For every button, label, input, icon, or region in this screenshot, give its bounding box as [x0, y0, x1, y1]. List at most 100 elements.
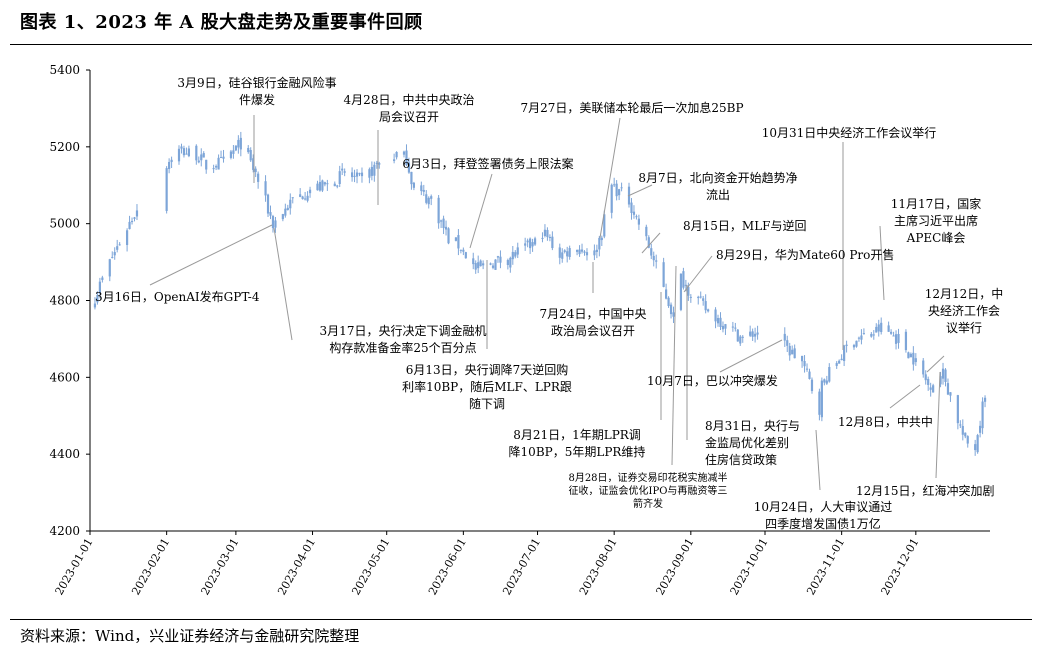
candle-body: [838, 360, 841, 364]
candle-body: [966, 436, 969, 444]
candle-body: [845, 344, 848, 346]
annotation-leader: [599, 117, 621, 239]
annotation-line: 四季度增发国债1万亿: [765, 516, 881, 531]
candle-body: [558, 247, 561, 258]
candle-body: [543, 229, 547, 236]
candle-body: [526, 240, 529, 243]
candle-body: [751, 331, 754, 337]
candle-body: [316, 183, 319, 191]
candle-body: [981, 401, 984, 429]
candle-body: [595, 249, 598, 252]
annotation-line: 12月12日，中: [925, 286, 1004, 301]
candle-body: [479, 260, 482, 267]
candle-body: [983, 397, 987, 402]
candle-body: [135, 210, 139, 217]
candle-body: [734, 327, 737, 329]
candle-body: [491, 265, 495, 268]
candle-body: [655, 260, 658, 262]
candle-body: [788, 345, 791, 356]
candle-body: [862, 333, 866, 335]
candle-body: [583, 251, 586, 253]
annotation-line: 8月15日，MLF与逆回: [683, 218, 807, 233]
candle-body: [113, 252, 116, 256]
candle-body: [422, 189, 425, 192]
candle-body: [875, 326, 878, 333]
candle-body: [719, 317, 722, 327]
candle-body: [304, 198, 307, 200]
candle-body: [704, 301, 707, 311]
x-tick-label: 2023-03-01: [199, 536, 242, 597]
candle-body: [818, 391, 821, 415]
y-tick-label: 4400: [49, 447, 80, 461]
candle-body: [222, 156, 225, 159]
annotation-2023-06-03: 6月3日，拜登签署债务上限法案: [402, 156, 573, 171]
candle-body: [197, 160, 200, 163]
candle-body: [721, 325, 725, 330]
candle-body: [229, 151, 233, 158]
chart-title: 图表 1、2023 年 A 股大盘走势及重要事件回顾: [20, 12, 423, 33]
candle-body: [548, 236, 551, 238]
annotation-line: 8月28日，证券交易印花税实施减半: [568, 471, 727, 484]
leader-lines-group: [149, 115, 945, 491]
y-tick-label: 5000: [49, 217, 80, 231]
annotation-line: 件爆发: [239, 92, 275, 107]
candle-body: [464, 252, 467, 259]
candle-body: [563, 250, 566, 252]
candle-body: [116, 246, 119, 250]
x-tick-label: 2023-09-01: [653, 536, 696, 597]
candle-body: [929, 387, 932, 390]
annotation-line: 金监局优化差别: [705, 435, 789, 450]
candle-body: [360, 172, 364, 177]
candle-body: [96, 294, 99, 303]
source-note: 资料来源：Wind，兴业证券经济与金融研究院整理: [20, 627, 360, 645]
candle-body: [439, 220, 443, 222]
candle-body: [541, 237, 544, 239]
annotation-2023-08-07: 8月7日，北向资金开始趋势净流出: [638, 170, 797, 202]
annotation-line: 流出: [706, 188, 730, 202]
candle-body: [679, 273, 683, 310]
candle-body: [368, 169, 371, 178]
candle-body: [321, 180, 324, 191]
annotation-line: 8月7日，北向资金开始趋势净: [638, 170, 797, 185]
candles-group: [93, 131, 987, 456]
candle-body: [672, 312, 675, 317]
candle-body: [697, 296, 700, 299]
candle-body: [803, 360, 806, 367]
candle-body: [410, 171, 413, 185]
candle-body: [170, 159, 173, 163]
candle-body: [373, 164, 376, 176]
candle-body: [358, 173, 361, 175]
annotation-line: 10月24日，人大审议通过: [754, 499, 893, 514]
candle-body: [108, 259, 111, 277]
candle-body: [266, 194, 270, 214]
candle-body: [892, 335, 895, 337]
annotation-2023-10-24: 10月24日，人大审议通过四季度增发国债1万亿: [754, 499, 893, 531]
candle-body: [546, 229, 549, 238]
annotation-line: 政治局会议召开: [551, 324, 635, 338]
annotation-2023-08-29: 8月29日，华为Mate60 Pro开售: [716, 247, 894, 262]
annotation-line: 利率10BP，随后MLF、LPR跟: [402, 379, 572, 394]
candle-body: [585, 252, 589, 256]
candle-body: [808, 371, 811, 379]
candle-body: [793, 348, 796, 359]
candle-body: [707, 309, 710, 312]
candle-body: [889, 331, 893, 334]
candle-body: [699, 296, 702, 298]
candle-body: [974, 444, 977, 451]
annotation-leader: [627, 184, 653, 197]
candle-body: [214, 166, 218, 168]
candle-body: [395, 151, 398, 158]
candle-body: [402, 151, 406, 155]
candle-body: [835, 363, 838, 366]
annotation-2023-10-31: 10月31日中央经济工作会议举行: [762, 125, 937, 140]
annotation-line: 11月17日，国家: [891, 196, 982, 211]
annotation-2023-07-27: 7月27日，美联储本轮最后一次加息25BP: [520, 100, 743, 115]
candle-body: [652, 255, 655, 261]
annotation-line: 6月3日，拜登签署债务上限法案: [402, 156, 573, 171]
candle-body: [286, 207, 289, 211]
candle-body: [689, 296, 692, 298]
candle-body: [318, 181, 322, 191]
annotation-line: 6月13日，央行调降7天逆回购: [406, 362, 569, 377]
candle-body: [524, 243, 527, 246]
y-tick-label: 5400: [49, 63, 80, 77]
